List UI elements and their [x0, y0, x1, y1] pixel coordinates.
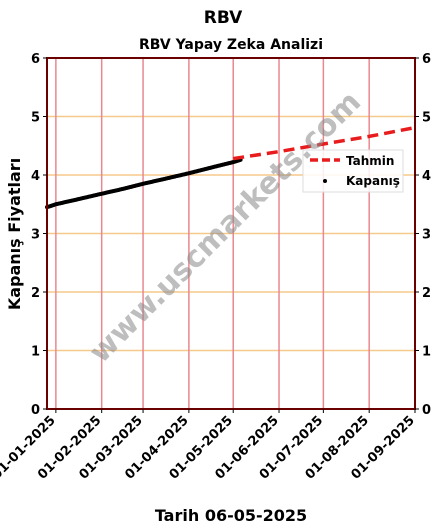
chart-subtitle: RBV Yapay Zeka Analizi	[139, 37, 323, 53]
watermark: www.uscmarkets.com	[83, 85, 368, 370]
y-tick-label: 3	[31, 228, 40, 243]
y-ticks-right: 0 1 2 3 4 5 6	[415, 52, 431, 418]
y-tick-label: 4	[31, 169, 40, 184]
y-ticks-left: 0 1 2 3 4 5 6	[31, 52, 47, 418]
y-tick-label: 5	[31, 111, 40, 126]
y-tick-label: 6	[31, 52, 40, 67]
y-tick-label-right: 3	[422, 228, 431, 243]
legend-tahmin-label: Tahmin	[346, 154, 394, 168]
legend-box	[302, 149, 404, 193]
legend-kapanis-label: Kapanış	[346, 174, 400, 188]
y-tick-label: 0	[31, 403, 40, 418]
y-tick-label-right: 6	[422, 52, 431, 67]
tahmin-line	[232, 125, 416, 161]
x-ticks: 01-01-202501-02-202501-03-202501-04-2025…	[0, 409, 418, 483]
data-series	[45, 125, 416, 210]
legend: Tahmin Kapanış	[302, 149, 404, 193]
chart-title: RBV	[204, 8, 243, 28]
y-tick-label-right: 5	[422, 111, 431, 126]
y-tick-label: 2	[31, 286, 40, 301]
legend-kapanis-swatch	[323, 179, 327, 183]
y-tick-label-right: 1	[422, 345, 431, 360]
y-tick-label: 1	[31, 345, 40, 360]
y-axis-label: Kapanış Fiyatları	[5, 158, 24, 310]
y-tick-label-right: 2	[422, 286, 431, 301]
y-tick-label-right: 0	[422, 403, 431, 418]
y-tick-label-right: 4	[422, 169, 431, 184]
x-axis-label: Tarih 06-05-2025	[155, 506, 307, 525]
